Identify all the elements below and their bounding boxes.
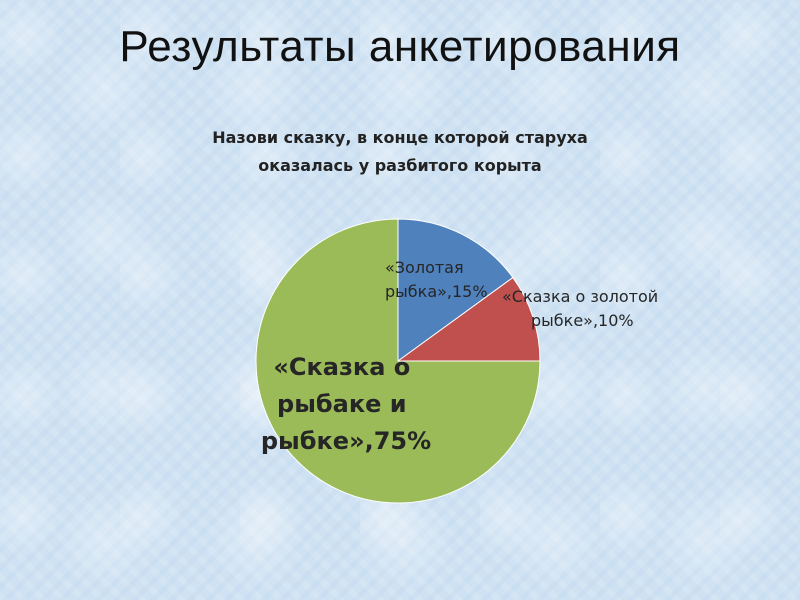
- slice-label-zolotaya-rybka: «Золотая рыбка»,15%: [385, 258, 488, 301]
- slice-label-skazka-o-rybake: «Сказка о рыбаке и рыбке»,75%: [261, 353, 431, 455]
- slice-skazka-o-zolotoy-rybke: [396, 276, 541, 362]
- slice-label-skazka-o-zolotoy-rybke-line-1: «Сказка о золотой: [502, 287, 658, 306]
- pie-slices: [255, 218, 541, 504]
- slice-label-skazka-o-rybake-line-3: рыбке»,75%: [261, 427, 431, 455]
- slice-label-skazka-o-zolotoy-rybke: «Сказка о золотой рыбке»,10%: [502, 287, 663, 330]
- slice-label-zolotaya-rybka-line-2: рыбка»,15%: [385, 282, 488, 301]
- chart-title: Назови сказку, в конце которой старуха о…: [150, 124, 650, 180]
- chart-title-line-1: Назови сказку, в конце которой старуха: [212, 128, 588, 147]
- slice-label-skazka-o-rybake-line-2: рыбаке и: [277, 390, 407, 418]
- chart-title-line-2: оказалась у разбитого корыта: [258, 156, 542, 175]
- slice-label-skazka-o-rybake-line-1: «Сказка о: [273, 353, 410, 381]
- slice-label-skazka-o-zolotoy-rybke-line-2: рыбке»,10%: [531, 311, 634, 330]
- slice-label-zolotaya-rybka-line-1: «Золотая: [385, 258, 464, 277]
- slice-zolotaya-rybka: [397, 218, 514, 362]
- slide-title: Результаты анкетирования: [119, 22, 681, 71]
- slice-skazka-o-rybake: [255, 218, 541, 504]
